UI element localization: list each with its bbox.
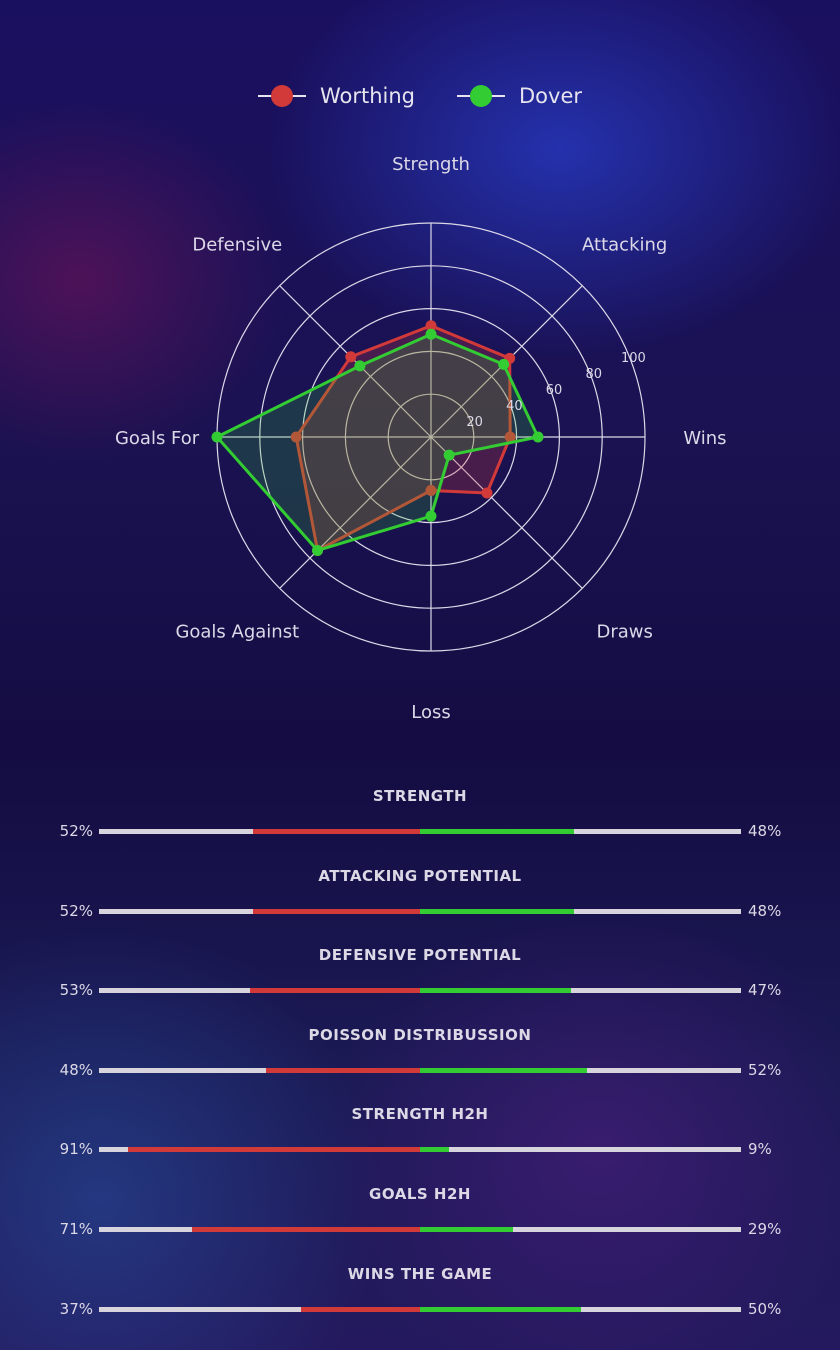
data-point <box>443 449 455 461</box>
comparison-track <box>99 1306 741 1312</box>
data-point <box>211 431 223 443</box>
data-point <box>498 358 510 370</box>
comparison-bars: STRENGTH 52% 48% ATTACKING POTENTIAL 52% … <box>0 785 840 1342</box>
away-percent: 48% <box>748 822 782 840</box>
away-percent: 52% <box>748 1060 782 1079</box>
legend-marker-icon <box>457 84 506 108</box>
away-percent: 48% <box>748 901 782 920</box>
away-percent: 29% <box>748 1219 782 1238</box>
comparison-title: WINS THE GAME <box>347 1264 493 1283</box>
away-bar <box>420 1226 514 1232</box>
data-point <box>532 431 544 443</box>
tick-label: 20 <box>466 415 483 430</box>
away-percent: 47% <box>748 981 782 1000</box>
data-point <box>290 431 302 443</box>
comparison-title: STRENGTH H2H <box>351 1105 489 1124</box>
comparison-row: ATTACKING POTENTIAL 52% 48% <box>0 865 840 945</box>
comparison-row: POISSON DISTRIBUSSION 48% 52% <box>0 1024 840 1104</box>
grid-spoke <box>430 436 583 589</box>
home-percent: 48% <box>59 1060 93 1079</box>
home-bar <box>301 1306 420 1312</box>
tick-label: 80 <box>585 367 602 382</box>
grid-spoke <box>279 285 432 438</box>
comparison-track <box>99 908 741 914</box>
comparison-track <box>99 988 741 994</box>
legend-label: Worthing <box>319 84 416 108</box>
home-percent: 71% <box>59 1219 93 1238</box>
away-percent: 50% <box>748 1299 782 1318</box>
away-bar <box>420 908 575 914</box>
data-point <box>312 544 324 556</box>
legend-item-dover[interactable]: Dover <box>457 84 582 108</box>
tick-label: 100 <box>621 351 646 366</box>
axis-label: Draws <box>596 622 652 643</box>
comparison-track <box>99 829 741 834</box>
comparison-track <box>99 1147 741 1153</box>
axis-label: Loss <box>411 702 450 723</box>
home-bar <box>127 1147 420 1153</box>
radar-chart: 20 40 60 80 100 Strength Attacking Wins Draws Los… <box>115 154 727 723</box>
home-percent: 52% <box>59 822 93 840</box>
legend-item-worthing[interactable]: Worthing <box>257 84 416 108</box>
comparison-title: DEFENSIVE POTENTIAL <box>318 946 522 965</box>
chart-legend: Worthing Dover <box>0 84 840 108</box>
home-percent: 91% <box>59 1140 93 1159</box>
legend-marker-icon <box>257 84 306 108</box>
comparison-row: STRENGTH H2H 91% 9% <box>0 1103 840 1183</box>
axis-label: Wins <box>683 428 726 449</box>
axis-label: Attacking <box>582 234 667 255</box>
comparison-title: POISSON DISTRIBUSSION <box>308 1025 532 1044</box>
data-point <box>425 328 437 340</box>
data-point <box>481 487 493 499</box>
home-bar <box>249 988 420 994</box>
home-bar <box>253 908 420 914</box>
data-point <box>345 351 357 363</box>
comparison-row: GOALS H2H 71% 29% <box>0 1183 840 1263</box>
comparison-row: WINS THE GAME 37% 50% <box>0 1263 840 1343</box>
comparison-title: STRENGTH <box>372 787 468 805</box>
legend-label: Dover <box>519 84 583 108</box>
away-bar <box>420 1306 581 1312</box>
series-area-dover <box>215 332 540 552</box>
away-bar <box>420 988 571 994</box>
home-percent: 37% <box>59 1299 93 1318</box>
axis-label: Defensive <box>192 234 282 255</box>
axis-label: Goals Against <box>175 622 299 643</box>
home-percent: 52% <box>59 901 93 920</box>
tick-label: 60 <box>546 383 563 398</box>
comparison-title: GOALS H2H <box>369 1184 471 1203</box>
comparison-title: ATTACKING POTENTIAL <box>318 866 522 885</box>
home-bar <box>253 829 420 834</box>
data-point <box>354 360 366 372</box>
grid-spoke <box>279 436 432 589</box>
home-bar <box>192 1226 420 1232</box>
axis-label: Strength <box>392 154 470 175</box>
data-point <box>425 510 437 522</box>
data-point <box>425 320 437 332</box>
data-point <box>425 485 437 496</box>
comparison-row: DEFENSIVE POTENTIAL 53% 47% <box>0 944 840 1024</box>
home-percent: 53% <box>59 981 93 1000</box>
data-point <box>504 431 516 443</box>
away-percent: 9% <box>748 1140 772 1159</box>
comparison-track <box>99 1067 741 1073</box>
away-bar <box>420 1067 587 1073</box>
away-bar <box>420 829 575 834</box>
comparison-row: STRENGTH 52% 48% <box>0 785 840 865</box>
tick-label: 40 <box>506 399 523 414</box>
axis-label: Goals For <box>115 428 200 449</box>
home-bar <box>265 1067 420 1073</box>
comparison-track <box>99 1226 741 1232</box>
away-bar <box>420 1147 449 1153</box>
